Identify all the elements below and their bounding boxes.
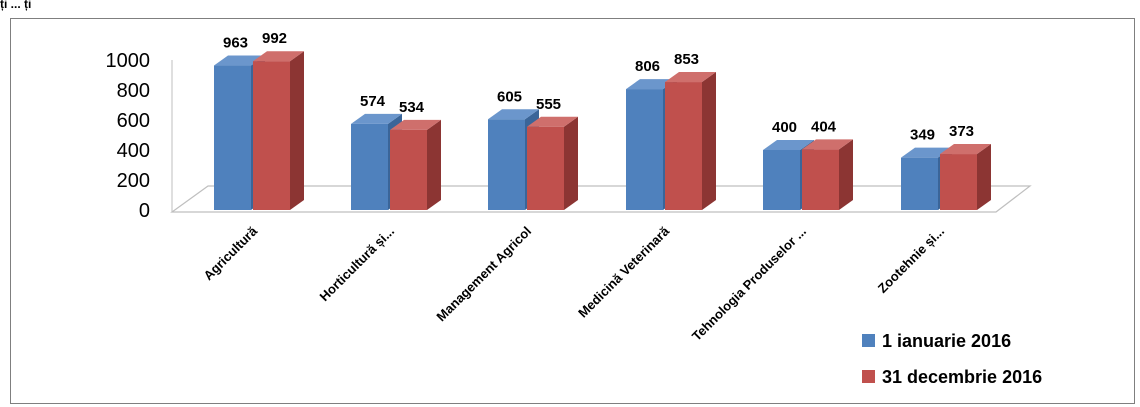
bar-top — [802, 139, 853, 150]
y-tick-label: 800 — [117, 80, 150, 102]
bar-top — [626, 79, 677, 90]
data-label-medicina-veterinara-series-2: 853 — [674, 51, 699, 68]
bar-top — [390, 119, 441, 130]
data-label-management-agricol-series-1: 605 — [497, 88, 522, 105]
y-tick-label: 0 — [139, 200, 150, 222]
data-label-medicina-veterinara-series-1: 806 — [635, 58, 660, 75]
data-labels: 963 992 574 534 605 555 806 853 400 404 349 373 — [223, 30, 974, 143]
bar-top — [763, 140, 814, 150]
bar-top — [214, 55, 265, 66]
data-label-horticultura-si-series-2: 534 — [399, 99, 425, 116]
bar-front — [253, 61, 290, 211]
category-label-horticultura-si: Horticultură și... — [317, 224, 398, 305]
category-labels: Agricultură Horticultură și... Management … — [200, 223, 947, 344]
bar-management-agricol-series-2 — [527, 116, 578, 210]
category-label-zootehnie-si: Zootehnie și... — [875, 224, 947, 296]
bar-side — [427, 119, 441, 210]
bar-top — [253, 51, 304, 62]
bar-front — [763, 150, 800, 210]
bar-front — [351, 123, 388, 210]
legend-swatch — [862, 334, 875, 347]
y-tick-label: 1000 — [106, 50, 151, 72]
bar-front — [665, 82, 702, 210]
bar-agricultura-series-2 — [253, 51, 304, 211]
legend-label: 31 decembrie 2016 — [882, 367, 1042, 387]
bar-tehnologia-produselor-series-2 — [802, 139, 853, 210]
bar-front — [626, 89, 663, 210]
category-label-medicina-veterinara: Medicină Veterinară — [575, 223, 672, 320]
legend-label: 1 ianuarie 2016 — [882, 331, 1011, 351]
data-label-horticultura-si-series-1: 574 — [360, 93, 386, 110]
bar-top — [527, 116, 578, 127]
bar-front — [802, 149, 839, 210]
y-axis: 0 200 400 600 800 1000 — [106, 50, 173, 222]
bar-front — [901, 157, 938, 210]
data-label-zootehnie-si-series-2: 373 — [949, 123, 974, 140]
legend-entry-1: 1 ianuarie 2016 — [862, 331, 1011, 351]
bar-side — [839, 139, 853, 210]
bar-top — [901, 147, 952, 158]
bar-top — [351, 113, 402, 124]
bars — [214, 51, 991, 211]
legend-swatch — [862, 370, 875, 383]
bar-front — [527, 126, 564, 210]
bar-side — [290, 51, 304, 211]
data-label-management-agricol-series-2: 555 — [536, 96, 561, 113]
bar-top — [665, 72, 716, 83]
data-label-tehnologia-produselor-series-2: 404 — [811, 118, 837, 135]
bar-top — [940, 144, 991, 155]
bar-side — [702, 72, 716, 210]
category-label-agricultura: Agricultură — [200, 223, 260, 283]
bar-top — [488, 109, 539, 120]
bar-medicina-veterinara-series-2 — [665, 72, 716, 210]
top-text-fragment: ți ... ți — [0, 0, 32, 11]
data-label-zootehnie-si-series-1: 349 — [910, 127, 935, 144]
y-tick-label: 600 — [117, 110, 150, 132]
bar-side — [564, 116, 578, 210]
bar-front — [940, 154, 977, 210]
bar-front — [214, 65, 251, 210]
data-label-agricultura-series-1: 963 — [223, 35, 248, 52]
data-label-agricultura-series-2: 992 — [262, 30, 287, 47]
data-label-tehnologia-produselor-series-1: 400 — [772, 119, 797, 136]
bar-front — [390, 129, 427, 210]
legend-entry-2: 31 decembrie 2016 — [862, 367, 1042, 387]
y-tick-label: 200 — [117, 170, 150, 192]
category-label-management-agricol: Management Agricol — [433, 224, 534, 325]
bar-zootehnie-si-series-2 — [940, 144, 991, 210]
y-tick-label: 400 — [117, 140, 150, 162]
category-label-tehnologia-produselor: Tehnologia Produselor ... — [689, 224, 809, 344]
legend: 1 ianuarie 2016 31 decembrie 2016 — [862, 331, 1042, 387]
bar-front — [488, 119, 525, 210]
bar-horticultura-si-series-2 — [390, 119, 441, 210]
bar-side — [977, 144, 991, 210]
